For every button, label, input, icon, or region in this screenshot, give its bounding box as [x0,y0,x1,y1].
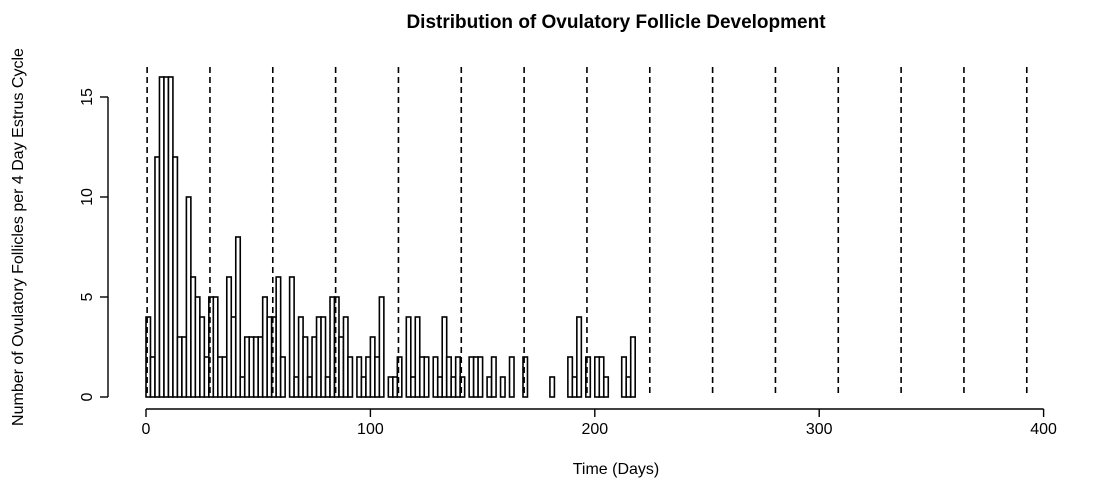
histogram-bar [602,376,610,398]
histogram-bar [234,236,242,398]
y-tick-label: 15 [79,88,96,106]
chart-title: Distribution of Ovulatory Follicle Devel… [406,12,826,33]
x-axis-label: Time (Days) [573,461,660,478]
x-tick-label: 200 [581,421,608,438]
histogram-bar [172,156,179,398]
histogram-bar [302,336,309,398]
histogram-bar [279,356,286,398]
histogram-bar [629,336,636,398]
y-tick-label: 10 [79,188,96,206]
histogram-bar [459,376,466,398]
x-tick-label: 400 [1030,421,1057,438]
histogram-bar [405,316,412,398]
y-tick-label: 0 [79,392,96,401]
histogram-bar [477,356,484,398]
histogram-bar [212,296,219,398]
histogram-bar [522,356,529,398]
histogram-bar [585,356,592,398]
histogram-bar [320,316,327,398]
x-tick-label: 100 [357,421,384,438]
histogram-bar [275,276,282,398]
x-tick-label: 300 [806,421,833,438]
histogram-bars [145,76,636,398]
x-tick-label: 0 [142,421,151,438]
histogram-bar [508,356,515,398]
y-axis: 0 5 10 15 [79,88,109,401]
histogram-bar [576,316,583,398]
histogram-bar [347,356,354,398]
y-tick-label: 5 [79,292,96,301]
x-axis: 0 100 200 300 400 [142,408,1057,438]
histogram-bar [499,376,506,398]
cycle-marker-lines [146,67,1028,397]
histogram-bar [378,296,385,398]
histogram-bar [549,376,556,398]
histogram-bar [423,356,430,398]
histogram-bar [396,356,403,398]
histogram-bar [490,356,497,398]
y-axis-label: Number of Ovulatory Follicles per 4 Day … [10,48,27,426]
histogram-bar [288,276,295,398]
